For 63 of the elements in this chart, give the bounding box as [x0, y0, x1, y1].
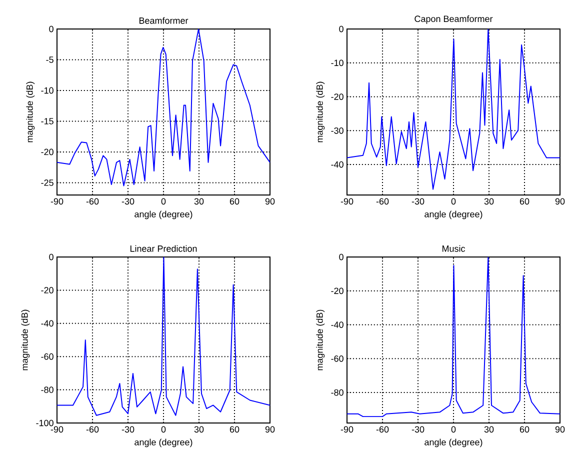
- y-tick-label: -40: [41, 320, 54, 327]
- x-tick-label: 30: [194, 426, 204, 433]
- x-tick-label: -60: [86, 198, 99, 205]
- x-tick-label: 30: [484, 198, 494, 205]
- x-tick-label: -90: [340, 198, 354, 205]
- y-axis-title: magnitude (dB): [316, 82, 325, 142]
- y-tick-label: 0: [339, 254, 344, 260]
- x-tick-label: -60: [376, 198, 389, 205]
- x-tick-label: -30: [412, 198, 424, 205]
- x-tick-label: 90: [265, 426, 275, 433]
- x-tick-label: 60: [520, 426, 530, 433]
- y-tick-label: 0: [49, 254, 54, 260]
- y-tick-label: -80: [331, 389, 344, 396]
- chart-title: Capon Beamformer: [414, 15, 493, 24]
- x-tick-label: 90: [555, 426, 565, 433]
- y-axis-title: magnitude (dB): [316, 310, 325, 370]
- x-tick-label: -90: [50, 426, 64, 433]
- y-tick-label: -30: [331, 127, 344, 134]
- x-tick-label: 30: [484, 426, 494, 433]
- y-tick-label: -15: [41, 118, 54, 124]
- y-tick-label: -20: [41, 148, 54, 156]
- chart-title: Beamformer: [139, 17, 188, 24]
- x-tick-label: 0: [161, 426, 166, 433]
- y-tick-label: -25: [41, 180, 54, 186]
- y-tick-label: -20: [331, 288, 344, 294]
- y-tick-label: -5: [46, 56, 54, 63]
- y-tick-label: 0: [49, 26, 54, 32]
- chart-title: Linear Prediction: [130, 245, 197, 252]
- y-tick-label: 0: [339, 26, 344, 32]
- y-tick-label: -60: [41, 353, 54, 360]
- y-tick-label: -40: [331, 161, 344, 168]
- x-tick-label: 0: [451, 426, 456, 433]
- x-tick-label: -90: [50, 198, 64, 205]
- x-tick-label: -30: [122, 198, 134, 205]
- chart-title: Music: [442, 245, 466, 252]
- x-tick-label: 30: [194, 198, 204, 205]
- line-series: [57, 257, 270, 416]
- y-tick-label: -10: [331, 60, 344, 66]
- x-axis-title: angle (degree): [424, 210, 482, 220]
- x-tick-label: -60: [86, 426, 99, 433]
- y-tick-label: -20: [331, 94, 344, 100]
- x-tick-label: -60: [376, 426, 389, 433]
- x-tick-label: 60: [230, 426, 240, 433]
- x-tick-label: 60: [230, 198, 240, 205]
- x-tick-label: 0: [161, 198, 166, 205]
- y-tick-label: -80: [41, 386, 54, 393]
- x-tick-label: -30: [412, 426, 424, 433]
- x-tick-label: 90: [555, 198, 565, 205]
- x-tick-label: 60: [520, 198, 530, 205]
- x-axis-title: angle (degree): [134, 210, 192, 220]
- y-axis-title: magnitude (dB): [26, 82, 35, 142]
- y-tick-label: -100: [36, 420, 54, 426]
- x-axis-title: angle (degree): [134, 438, 192, 448]
- x-tick-label: -90: [340, 426, 354, 433]
- y-tick-label: -40: [331, 322, 344, 328]
- x-tick-label: 0: [451, 198, 456, 205]
- x-tick-label: -30: [122, 426, 134, 433]
- y-tick-label: -20: [41, 287, 54, 294]
- x-axis-title: angle (degree): [424, 438, 482, 448]
- y-axis-title: magnitude (dB): [21, 310, 30, 370]
- y-tick-label: -60: [331, 355, 344, 362]
- x-tick-label: 90: [265, 198, 275, 205]
- y-tick-label: -10: [41, 87, 54, 94]
